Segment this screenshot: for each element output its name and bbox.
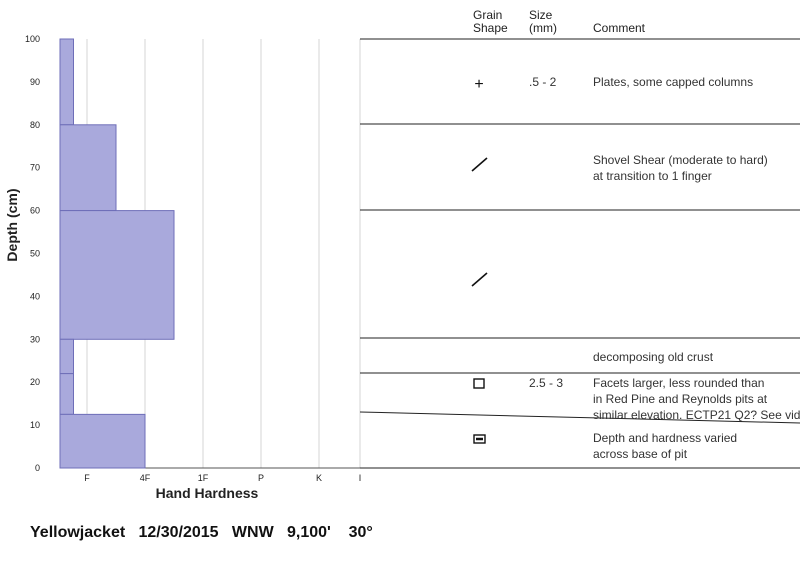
- size-header: Size: [529, 8, 553, 22]
- hardness-bar-0: [59, 38, 74, 126]
- depth-tick-label: 10: [30, 420, 40, 430]
- depth-tick-label: 50: [30, 249, 40, 259]
- hardness-tick-label: 1F: [198, 473, 209, 483]
- hardness-bar-3: [59, 338, 74, 375]
- grain-shape-header: Grain: [473, 8, 502, 22]
- hardness-bar-5: [59, 413, 146, 469]
- layer-comment: Plates, some capped columns: [593, 75, 753, 89]
- layer-comment: across base of pit: [593, 447, 688, 461]
- hardness-axis-title: Hand Hardness: [156, 485, 259, 501]
- layer-comment: decomposing old crust: [593, 350, 714, 364]
- layer-comment: in Red Pine and Reynolds pits at: [593, 392, 768, 406]
- size-header: (mm): [529, 21, 557, 35]
- comment-header: Comment: [593, 21, 646, 35]
- layer-comment: Depth and hardness varied: [593, 431, 737, 445]
- layer-comment: Facets larger, less rounded than: [593, 376, 764, 390]
- grain-size-value: .5 - 2: [529, 75, 557, 89]
- hardness-tick-label: I: [359, 473, 362, 483]
- hardness-tick-label: P: [258, 473, 264, 483]
- depth-tick-label: 0: [35, 463, 40, 473]
- depth-tick-label: 60: [30, 206, 40, 216]
- depth-tick-label: 20: [30, 377, 40, 387]
- grain-symbol-square-dash: [473, 434, 486, 444]
- depth-tick-label: 70: [30, 163, 40, 173]
- hardness-bar-1: [59, 124, 117, 212]
- depth-axis-title: Depth (cm): [4, 188, 20, 261]
- hardness-tick-label: 4F: [140, 473, 151, 483]
- hardness-bar-2: [59, 210, 175, 340]
- hardness-tick-label: K: [316, 473, 322, 483]
- layer-comment: Shovel Shear (moderate to hard): [593, 153, 768, 167]
- layer-comment: at transition to 1 finger: [593, 169, 712, 183]
- hardness-ticks: F 4F 1F P K I: [84, 473, 361, 483]
- grain-symbol-plus: +: [474, 76, 483, 93]
- pit-caption: Yellowjacket 12/30/2015 WNW 9,100' 30°: [30, 524, 373, 541]
- depth-tick-label: 40: [30, 291, 40, 301]
- depth-tick-label: 80: [30, 120, 40, 130]
- layer-comment: similar elevation. ECTP21 Q2? See video: [593, 408, 800, 422]
- hardness-bars: [59, 38, 175, 469]
- grain-shape-header: Shape: [473, 21, 508, 35]
- grain-size-value: 2.5 - 3: [529, 376, 563, 390]
- depth-ticks: 0 10 20 30 40 50 60 70 80 90 100: [25, 34, 40, 473]
- hardness-tick-label: F: [84, 473, 90, 483]
- table-divider-4: [360, 411, 800, 424]
- grain-symbol-slash: [471, 272, 488, 287]
- grain-symbol-slash: [471, 157, 488, 172]
- depth-tick-label: 30: [30, 334, 40, 344]
- hardness-bar-4: [59, 373, 74, 415]
- depth-tick-label: 90: [30, 77, 40, 87]
- grain-symbol-square: [473, 378, 485, 389]
- depth-tick-label: 100: [25, 34, 40, 44]
